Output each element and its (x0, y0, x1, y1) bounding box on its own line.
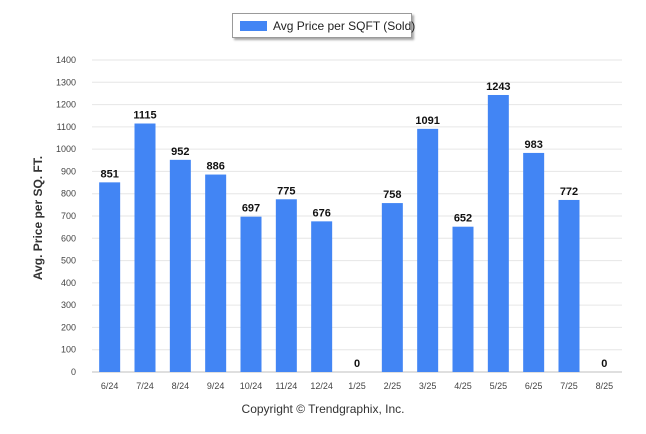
bar (99, 182, 121, 372)
x-tick-label: 8/24 (172, 381, 190, 391)
legend: Avg Price per SQFT (Sold) (232, 13, 416, 38)
bar-value-label: 1091 (415, 115, 439, 127)
x-tick-label: 2/25 (384, 381, 402, 391)
bar (558, 199, 580, 372)
x-tick-label: 3/25 (419, 381, 437, 391)
bar-value-label: 1115 (133, 110, 156, 122)
bar-value-label: 676 (312, 207, 330, 219)
bar (275, 199, 297, 372)
y-axis-ticks: 0 100 200 300 400 500 600 700 800 900 1000 1100 1200… (56, 55, 76, 377)
y-tick-label: 300 (61, 300, 76, 310)
x-tick-label: 5/25 (490, 381, 508, 391)
bar-value-label: 1243 (486, 81, 510, 93)
y-tick-label: 1100 (57, 122, 76, 132)
x-tick-label: 12/24 (310, 381, 333, 391)
bar (523, 152, 545, 372)
x-tick-label: 9/24 (207, 381, 225, 391)
y-tick-label: 500 (61, 256, 76, 266)
x-tick-label: 11/24 (275, 381, 297, 391)
bar-value-label: 0 (354, 358, 360, 370)
bar-value-label: 952 (171, 146, 189, 158)
copyright-text: Copyright © Trendgraphix, Inc. (241, 402, 405, 416)
bar-value-label: 886 (206, 161, 224, 173)
x-tick-label: 4/25 (454, 381, 472, 391)
bar-value-label: 775 (277, 185, 295, 197)
bar-value-label: 697 (242, 203, 260, 215)
y-axis-label: Avg. Price per SQ. FT. (31, 156, 45, 280)
bar (417, 128, 439, 372)
y-tick-label: 0 (71, 367, 76, 377)
legend-label: Avg Price per SQFT (Sold) (273, 19, 416, 33)
y-tick-label: 1200 (56, 100, 76, 110)
bar (381, 203, 403, 372)
y-tick-label: 1400 (56, 55, 76, 65)
bar-value-label: 652 (454, 213, 472, 225)
x-tick-label: 1/25 (348, 381, 366, 391)
data-labels: 851 1115 952 886 697 775 676 0 758 1091 652 1243 983… (100, 81, 607, 370)
bar (134, 123, 156, 372)
bars (99, 94, 580, 372)
y-tick-label: 800 (61, 189, 76, 199)
y-tick-label: 600 (61, 233, 76, 243)
bar (169, 159, 191, 372)
bar-value-label: 758 (383, 189, 401, 201)
y-tick-label: 700 (61, 211, 76, 221)
y-tick-label: 100 (61, 345, 76, 355)
x-axis-ticks: 6/24 7/24 8/24 9/24 10/24 11/24 12/24 1/25 2/25 3… (101, 381, 613, 391)
x-tick-label: 10/24 (240, 381, 263, 391)
x-tick-label: 6/24 (101, 381, 119, 391)
x-tick-label: 7/25 (560, 381, 578, 391)
bar-value-label: 983 (524, 139, 542, 151)
bar (205, 174, 227, 372)
x-tick-label: 7/24 (136, 381, 154, 391)
y-tick-label: 1000 (56, 144, 76, 154)
y-tick-label: 900 (61, 166, 76, 176)
bar (487, 94, 509, 372)
bar (311, 221, 333, 372)
bar (452, 226, 474, 372)
x-tick-label: 8/25 (596, 381, 614, 391)
legend-swatch (240, 21, 267, 31)
bar (240, 216, 262, 372)
x-tick-label: 6/25 (525, 381, 543, 391)
y-tick-label: 200 (61, 322, 76, 332)
bar-value-label: 0 (601, 358, 607, 370)
bar-value-label: 851 (100, 168, 118, 180)
y-tick-label: 400 (61, 278, 76, 288)
bar-value-label: 772 (560, 186, 578, 198)
y-tick-label: 1300 (56, 77, 76, 87)
